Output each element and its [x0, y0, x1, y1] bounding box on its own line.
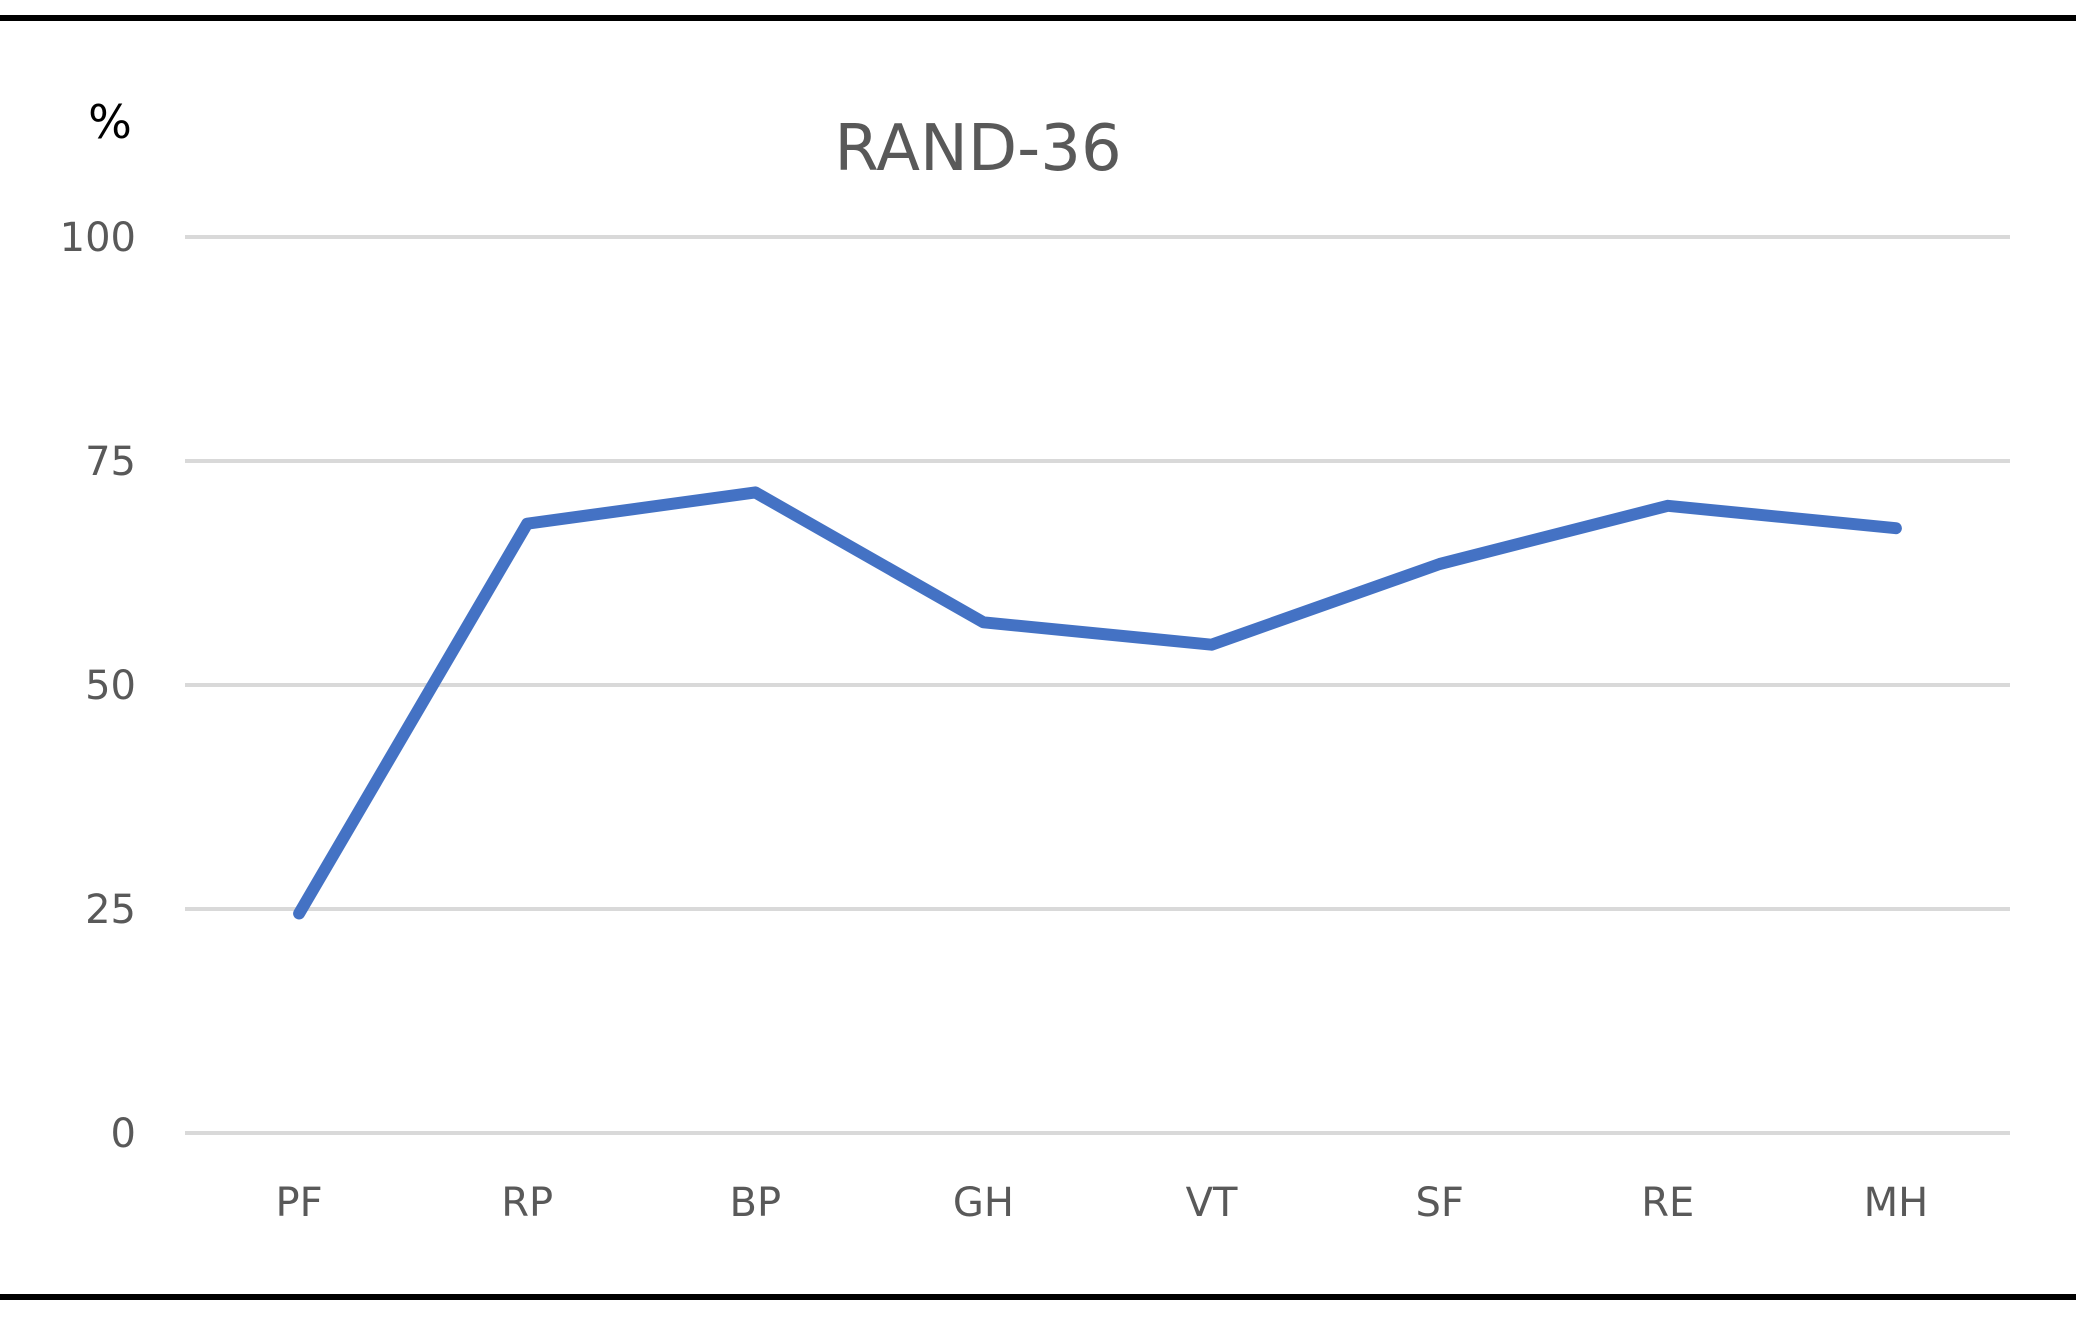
- gridlines: [185, 235, 2010, 1135]
- x-category-label: RE: [1641, 1180, 1694, 1226]
- x-category-label: MH: [1864, 1180, 1929, 1226]
- x-category-label: VT: [1186, 1180, 1238, 1226]
- x-category-label: SF: [1415, 1180, 1463, 1226]
- x-category-label: BP: [730, 1180, 782, 1226]
- y-tick-label: 75: [85, 439, 136, 485]
- series-line-0: [293, 486, 1902, 920]
- y-tick-label: 25: [85, 887, 136, 933]
- y-tick-label: 50: [85, 663, 136, 709]
- y-tick-label: 100: [60, 215, 136, 261]
- y-axis-unit-label: %: [88, 95, 132, 149]
- series-layer: [293, 486, 1902, 920]
- y-tick-label: 0: [111, 1111, 136, 1157]
- y-axis-ticks: 0 25 50 75 100: [60, 215, 136, 1157]
- x-category-label: PF: [275, 1180, 322, 1226]
- x-category-label: RP: [501, 1180, 553, 1226]
- x-axis-categories: PF RP BP GH VT SF RE MH: [275, 1180, 1928, 1226]
- chart-title: RAND-36: [834, 112, 1121, 186]
- x-category-label: GH: [953, 1180, 1014, 1226]
